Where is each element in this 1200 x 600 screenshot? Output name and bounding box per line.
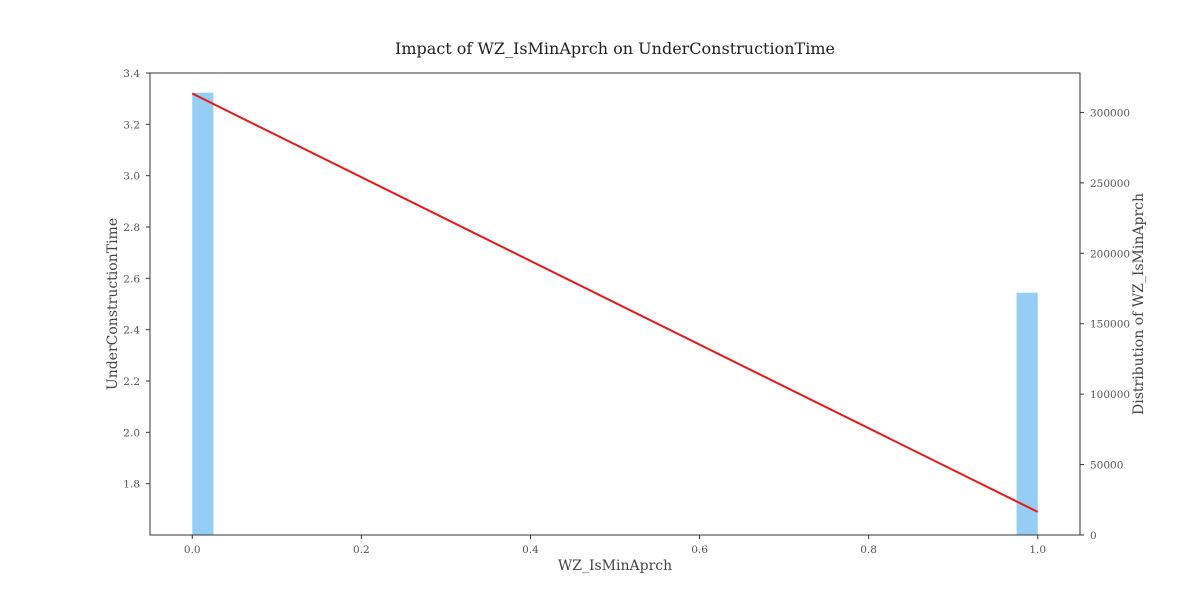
y2-axis-label: Distribution of WZ_IsMinAprch [1131, 193, 1147, 415]
x-tick-label-4: 0.8 [860, 544, 877, 556]
x-tick-label-5: 1.0 [1029, 544, 1046, 556]
y2-tick-label-5: 250000 [1090, 178, 1130, 190]
histogram-bar-1 [1016, 292, 1038, 535]
y-tick-label-7: 3.2 [123, 119, 140, 131]
y2-tick-label-2: 100000 [1090, 389, 1130, 401]
trend-line-layer [191, 92, 1039, 513]
trend-line-0 [191, 92, 1039, 513]
x-axis-ticks: 0.0 0.2 0.4 0.6 0.8 1.0 [184, 535, 1046, 556]
y2-tick-label-1: 50000 [1090, 460, 1123, 472]
y-tick-label-6: 3.0 [123, 171, 140, 183]
y2-axis-ticks: 0 50000 100000 150000 200000 250000 300000 [1080, 107, 1130, 542]
x-tick-label-1: 0.2 [353, 544, 370, 556]
y-tick-label-2: 2.2 [123, 376, 140, 388]
histogram-bar-0 [192, 92, 214, 535]
y-tick-label-0: 1.8 [123, 479, 140, 491]
x-tick-label-0: 0.0 [184, 544, 201, 556]
y-tick-label-5: 2.8 [123, 222, 140, 234]
y-tick-label-8: 3.4 [123, 68, 140, 80]
x-tick-label-2: 0.4 [522, 544, 539, 556]
y-tick-label-4: 2.6 [123, 273, 140, 285]
y2-tick-label-4: 200000 [1090, 248, 1130, 260]
y2-tick-label-0: 0 [1090, 530, 1097, 542]
x-tick-label-3: 0.6 [691, 544, 708, 556]
plot-frame [149, 72, 1081, 536]
y-tick-label-3: 2.4 [123, 325, 140, 337]
y-axis-label: UnderConstructionTime [105, 218, 121, 390]
histogram-bars [192, 92, 1038, 535]
y-tick-label-1: 2.0 [123, 427, 140, 439]
x-axis-label: WZ_IsMinAprch [558, 558, 672, 574]
chart-title: Impact of WZ_IsMinAprch on UnderConstruc… [395, 39, 835, 58]
y-axis-ticks: 1.8 2.0 2.2 2.4 2.6 2.8 3.0 3.2 3.4 [123, 68, 150, 491]
y2-tick-label-6: 300000 [1090, 107, 1130, 119]
y2-tick-label-3: 150000 [1090, 319, 1130, 331]
